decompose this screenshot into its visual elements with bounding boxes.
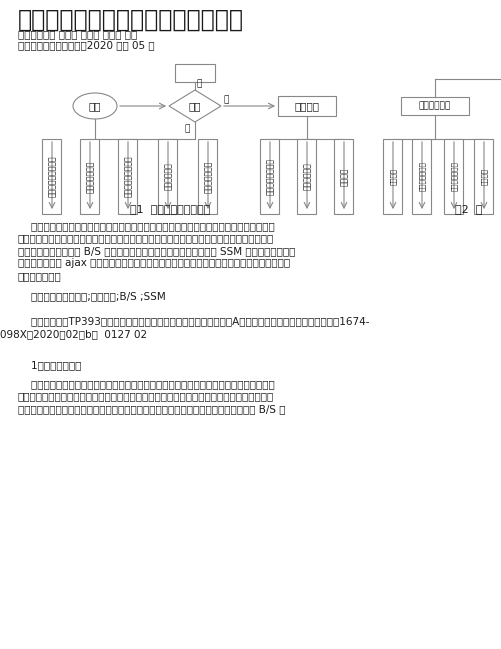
Text: 中图分类号：TP393；；；；；；；；；；；；；；；文献标识码：A；；；；；；；；；；；文章编号：1674-: 中图分类号：TP393；；；；；；；；；；；；；；；文献标识码：A；；；；；；；… xyxy=(18,317,369,326)
Bar xyxy=(198,139,217,214)
Text: 登录: 登录 xyxy=(188,101,201,111)
Text: 098X（2020）02（b）  0127 02: 098X（2020）02（b） 0127 02 xyxy=(0,329,147,339)
Text: 来源：《科技创新导报》2020 年第 05 期: 来源：《科技创新导报》2020 年第 05 期 xyxy=(18,40,154,50)
Text: 实验室课程管理: 实验室课程管理 xyxy=(418,162,424,191)
Text: 游客: 游客 xyxy=(89,101,101,111)
Bar xyxy=(383,139,402,214)
Text: 1：系统开发背景: 1：系统开发背景 xyxy=(18,360,81,370)
Bar xyxy=(473,139,492,214)
Bar xyxy=(80,139,99,214)
Text: 教工管理: 教工管理 xyxy=(389,168,395,185)
Text: 高校实验室信息管理系统设计与应用: 高校实验室信息管理系统设计与应用 xyxy=(18,8,243,32)
Text: 力不从心，且信息资料难于查找和维护。需要充分运用现代计算机信息技术，开发基于 B/S 架: 力不从心，且信息资料难于查找和维护。需要充分运用现代计算机信息技术，开发基于 B… xyxy=(18,404,285,414)
Text: 验室改革发展的必然趋势。实验室在面对大量实验室信息数据管理时，传统手工方式已经显得: 验室改革发展的必然趋势。实验室在面对大量实验室信息数据管理时，传统手工方式已经显… xyxy=(18,391,274,401)
Ellipse shape xyxy=(73,93,117,119)
Bar xyxy=(334,139,353,214)
Text: 实验室常用文章查看: 实验室常用文章查看 xyxy=(123,156,132,197)
Text: 关键词：实验室管理;管理系统;B/S ;SSM: 关键词：实验室管理;管理系统;B/S ;SSM xyxy=(18,291,165,302)
Bar xyxy=(297,139,316,214)
Polygon shape xyxy=(169,90,220,122)
Text: 工作效率，开发了基于 B/S 架构的实验室信息管理系统。该系统采用 SSM 框架快速搭建系统: 工作效率，开发了基于 B/S 架构的实验室信息管理系统。该系统采用 SSM 框架… xyxy=(18,246,295,256)
Text: 图2  后: 图2 后 xyxy=(454,204,481,214)
Bar xyxy=(118,139,137,214)
Text: 修改用户基本信息: 修改用户基本信息 xyxy=(265,158,274,195)
Bar xyxy=(43,139,62,214)
Text: 教工信息查看: 教工信息查看 xyxy=(163,163,172,190)
Text: 是: 是 xyxy=(185,124,190,133)
Text: 个人中心: 个人中心 xyxy=(294,101,319,111)
Text: 图1  前台用户操作流程图: 图1 前台用户操作流程图 xyxy=(130,204,210,214)
Text: 工作量统计查看: 工作量统计查看 xyxy=(203,160,212,193)
Text: 实验室路线查看: 实验室路线查看 xyxy=(85,160,94,193)
Text: 基础数据管理: 基础数据管理 xyxy=(418,101,450,110)
Bar xyxy=(260,139,279,214)
Text: 程和设计方法。: 程和设计方法。 xyxy=(18,271,62,281)
Text: 退出登录: 退出登录 xyxy=(339,167,348,186)
Text: 修改账号密码: 修改账号密码 xyxy=(302,163,311,190)
Bar xyxy=(278,96,335,116)
Text: 维修管理: 维修管理 xyxy=(480,168,486,185)
Bar xyxy=(443,139,462,214)
Bar xyxy=(412,139,431,214)
Text: 否: 否 xyxy=(196,79,202,88)
Text: 实验室课程管理: 实验室课程管理 xyxy=(450,162,456,191)
Text: 摘；要：高校实验室是教师和学生开展教学科研活动的重要场所，是培养具有实践能力、: 摘；要：高校实验室是教师和学生开展教学科研活动的重要场所，是培养具有实践能力、 xyxy=(18,221,274,231)
Text: 是: 是 xyxy=(223,95,229,104)
Text: 作者：宋子明 陈昱豪 温金隆 周天威 齐心: 作者：宋子明 陈昱豪 温金隆 周天威 齐心 xyxy=(18,29,137,39)
Bar xyxy=(158,139,177,214)
Text: 随着教育信息化的不断深入，运用信息化手段服务于实验教学、科研与管理已成为高校实: 随着教育信息化的不断深入，运用信息化手段服务于实验教学、科研与管理已成为高校实 xyxy=(18,379,274,389)
Text: 实验室基本信息查看: 实验室基本信息查看 xyxy=(48,156,57,197)
Bar xyxy=(400,97,468,115)
Bar xyxy=(175,64,214,82)
Text: 创新能力的高素质人才的重要平台，实验室管理工作较为繁杂。为了提高实验室教学和管理的: 创新能力的高素质人才的重要平台，实验室管理工作较为繁杂。为了提高实验室教学和管理… xyxy=(18,234,274,243)
Text: 架构，同时使用 ajax 等流行技术来提高系统的界面交互性，本文详细介绍了管理系统的设计过: 架构，同时使用 ajax 等流行技术来提高系统的界面交互性，本文详细介绍了管理系… xyxy=(18,258,290,269)
